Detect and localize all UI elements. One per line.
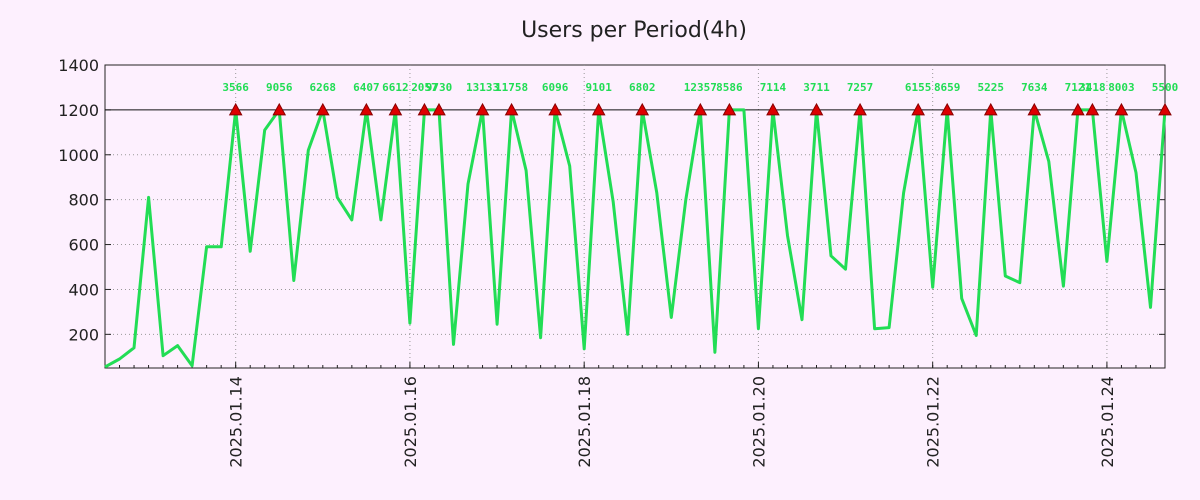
peak-value-label: 9056 xyxy=(266,81,293,94)
y-tick-label: 1000 xyxy=(58,146,99,165)
plot-area xyxy=(104,64,1166,369)
peak-value-label: 3418 xyxy=(1079,81,1106,94)
x-tick-label: 2025.01.18 xyxy=(575,376,594,468)
capped-point-marker xyxy=(228,102,243,116)
peak-value-label: 6407 xyxy=(353,81,380,94)
marker-layer xyxy=(228,102,1172,116)
capped-point-marker xyxy=(722,102,737,116)
peak-value-label: 5500 xyxy=(1152,81,1179,94)
capped-point-marker xyxy=(911,102,925,116)
y-tick-label: 600 xyxy=(68,236,99,255)
x-tick-label: 2025.01.24 xyxy=(1098,376,1117,468)
peak-value-label: 7114 xyxy=(760,81,787,94)
peak-value-label: 8586 xyxy=(716,81,743,94)
capped-point-marker xyxy=(853,102,867,116)
capped-point-marker xyxy=(1027,102,1042,116)
capped-point-marker xyxy=(388,102,403,116)
capped-point-marker xyxy=(315,102,330,116)
capped-point-marker xyxy=(359,102,374,116)
capped-point-marker xyxy=(272,102,287,116)
capped-point-marker xyxy=(417,102,432,116)
capped-point-marker xyxy=(504,102,519,116)
peak-value-label: 6802 xyxy=(629,81,656,94)
x-tick-label: 2025.01.20 xyxy=(749,376,768,468)
peak-value-label: 3711 xyxy=(803,81,830,94)
capped-point-marker xyxy=(548,102,562,116)
peak-value-label: 7634 xyxy=(1021,81,1048,94)
capped-point-marker xyxy=(809,102,824,116)
capped-point-marker xyxy=(1071,102,1085,116)
series-layer xyxy=(104,108,1167,369)
peak-value-label: 9730 xyxy=(426,81,453,94)
chart-title: Users per Period(4h) xyxy=(521,18,747,43)
x-tick-label: 2025.01.22 xyxy=(924,376,943,468)
capped-point-marker xyxy=(475,102,490,116)
y-tick-label: 1200 xyxy=(58,101,99,120)
peak-value-label: 2057 xyxy=(411,81,438,94)
x-tick-label: 2025.01.14 xyxy=(227,376,246,468)
users-series-line xyxy=(104,108,1167,369)
peak-value-label: 6096 xyxy=(542,81,569,94)
capped-point-marker xyxy=(983,102,998,116)
x-tick-label: 2025.01.16 xyxy=(401,376,420,468)
y-tick-label: 200 xyxy=(68,325,99,344)
capped-point-marker xyxy=(766,102,780,116)
capped-point-marker xyxy=(635,102,650,116)
capped-point-marker xyxy=(591,102,606,116)
y-tick-label: 400 xyxy=(68,280,99,299)
peak-value-label: 6612 xyxy=(382,81,409,94)
peak-value-label: 6268 xyxy=(310,81,337,94)
peak-value-label: 13133 xyxy=(466,81,499,94)
peak-value-label: 3566 xyxy=(222,81,249,94)
peak-value-label: 8659 xyxy=(934,81,961,94)
peak-value-label: 9101 xyxy=(585,81,612,94)
capped-point-marker xyxy=(1085,102,1100,116)
peak-value-label: 5225 xyxy=(978,81,1005,94)
peak-value-label: 12357 xyxy=(684,81,717,94)
y-tick-label: 800 xyxy=(68,191,99,210)
capped-point-marker xyxy=(693,102,708,116)
axis-layer: 200 400 600 800 1000 1200 1400 2025.01.14 2025.0… xyxy=(58,56,1165,468)
peak-value-label: 7121 xyxy=(1065,81,1092,94)
peak-value-label: 6155 xyxy=(905,81,932,94)
peak-value-label: 7257 xyxy=(847,81,874,94)
capped-point-marker xyxy=(1114,102,1129,116)
capped-point-marker xyxy=(432,102,446,116)
peak-value-label: 11758 xyxy=(495,81,528,94)
y-tick-label: 1400 xyxy=(58,56,99,75)
capped-point-marker xyxy=(940,102,955,116)
peak-value-label: 8003 xyxy=(1108,81,1135,94)
capped-point-marker xyxy=(1158,102,1172,116)
